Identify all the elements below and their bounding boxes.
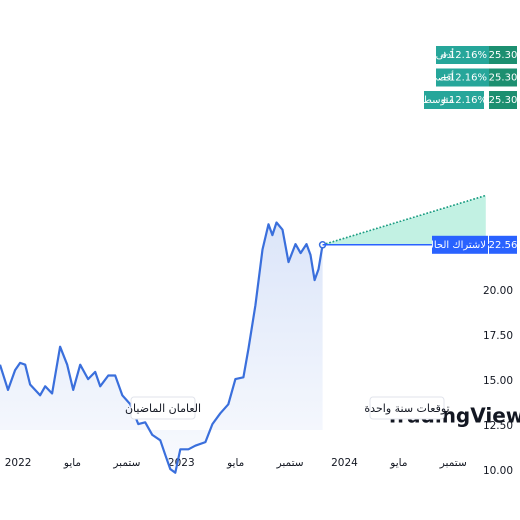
current-value: 22.56 — [489, 240, 518, 251]
forecast-name: أقصى — [429, 71, 454, 84]
forecast-value: 25.30 — [489, 73, 518, 84]
x-tick-label: 2024 — [331, 457, 358, 469]
x-tick-label: ستمبر — [112, 457, 140, 469]
forecast-line — [322, 194, 486, 246]
forecast-name: أدنى — [436, 48, 455, 61]
forecast-value-box — [489, 68, 517, 87]
forecast-label-box — [436, 68, 490, 87]
x-tick-label: مايو — [389, 457, 407, 469]
forecast-value: 25.30 — [489, 50, 518, 61]
forecast-change: +12.16% — [440, 50, 487, 61]
current-label-box — [432, 235, 488, 254]
y-tick-label: 15.00 — [483, 375, 513, 387]
forecast-change: +12.16% — [440, 95, 487, 106]
forecast-name: متوسط — [423, 95, 454, 106]
y-tick-label: 10.00 — [483, 465, 513, 477]
forecast-label-box — [436, 46, 490, 64]
y-tick-label: 12.50 — [483, 420, 513, 432]
forecast-value-box — [489, 91, 517, 109]
x-tick-label: 2022 — [5, 457, 32, 469]
y-tick-label: 17.50 — [483, 330, 513, 342]
price-line — [0, 221, 324, 474]
area — [0, 222, 323, 473]
forecast-value: 25.30 — [489, 95, 518, 106]
x-tick-label: ستمبر — [439, 457, 467, 469]
forecast-value-box — [489, 46, 517, 64]
y-tick-label: 20.00 — [483, 285, 513, 297]
current-label: لاشتراك الحالي — [422, 240, 486, 251]
button[interactable] — [130, 396, 196, 420]
current-value-box — [489, 235, 517, 254]
x-tick-label: مايو — [63, 457, 81, 469]
button-label[interactable]: العامان الماضيان — [125, 402, 201, 415]
button[interactable] — [369, 396, 445, 420]
x-tick-label: مايو — [226, 457, 244, 469]
forecast-label-box — [424, 91, 484, 109]
x-tick-label: ستمبر — [276, 457, 304, 469]
forecast-change: +12.16% — [440, 73, 487, 84]
button-label[interactable]: توقعات سنة واحدة — [364, 402, 449, 415]
forecast-area — [322, 195, 486, 245]
